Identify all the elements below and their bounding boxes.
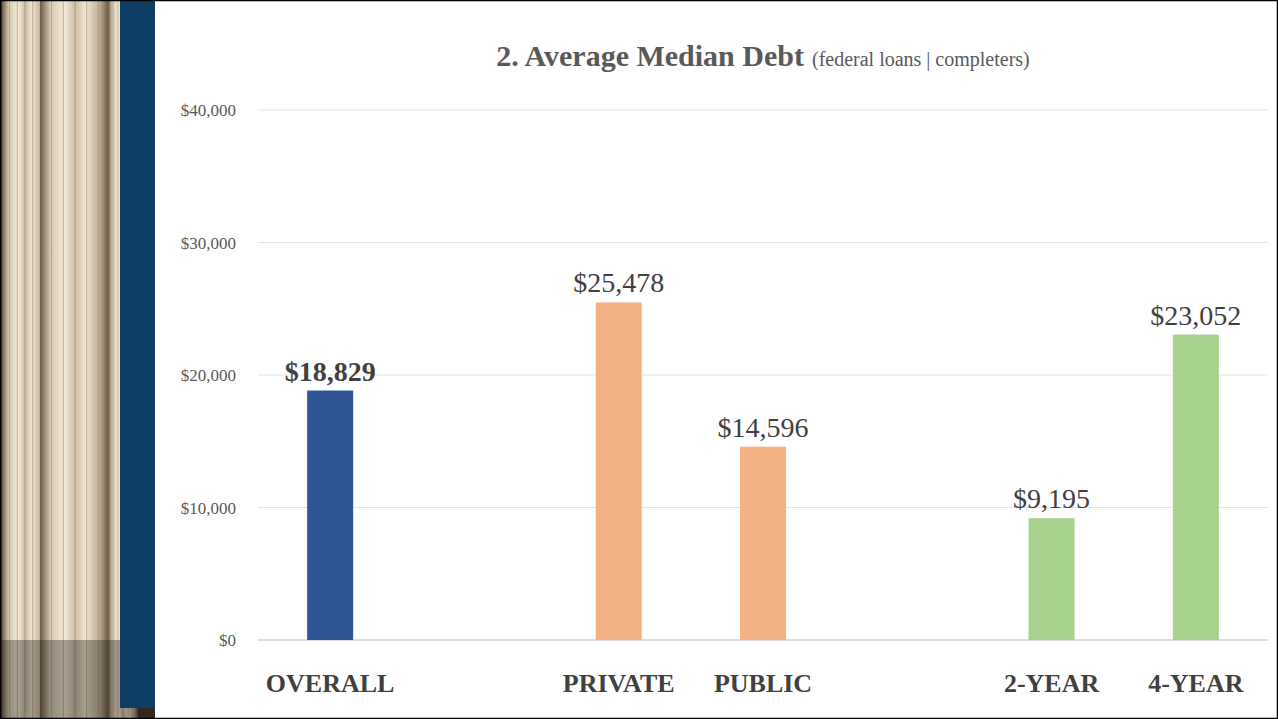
y-tick-label: $10,000 bbox=[181, 499, 236, 518]
decor-flute bbox=[98, 0, 99, 719]
decor-flute bbox=[32, 0, 33, 719]
grid-line bbox=[258, 110, 1268, 111]
x-tick-label: 4-YEAR bbox=[1148, 669, 1244, 698]
title: 2. Average Median Debt (federal loans | c… bbox=[496, 39, 1030, 72]
bar bbox=[1029, 518, 1075, 640]
chart-svg: 2. Average Median Debt (federal loans | c… bbox=[0, 0, 1278, 719]
y-tick-label: $20,000 bbox=[181, 366, 236, 385]
x-tick-label: PRIVATE bbox=[563, 669, 675, 698]
bar bbox=[307, 391, 353, 640]
decor-column bbox=[40, 0, 110, 719]
chart-root: 2. Average Median Debt (federal loans | c… bbox=[0, 0, 1278, 719]
y-tick-label: $30,000 bbox=[181, 234, 236, 253]
x-tick-label: 2-YEAR bbox=[1004, 669, 1100, 698]
data-label: $14,596 bbox=[718, 412, 809, 443]
bar bbox=[596, 302, 642, 640]
x-tick-label: PUBLIC bbox=[714, 669, 812, 698]
data-label: $18,829 bbox=[285, 356, 376, 387]
decor-flute bbox=[113, 0, 114, 719]
title-text: 2. Average Median Debt bbox=[496, 39, 804, 72]
y-tick-label: $0 bbox=[219, 631, 236, 650]
bar bbox=[1173, 335, 1219, 640]
decor-flute bbox=[75, 0, 76, 719]
decor-background bbox=[0, 0, 155, 719]
decor-flute bbox=[63, 0, 64, 719]
decor-flute bbox=[25, 0, 26, 719]
data-label: $9,195 bbox=[1013, 483, 1090, 514]
frame bbox=[1, 1, 1278, 719]
data-label: $25,478 bbox=[573, 267, 664, 298]
decor-flute bbox=[118, 0, 119, 719]
decor-flute bbox=[9, 0, 10, 719]
bars bbox=[307, 302, 1219, 640]
y-tick-label: $40,000 bbox=[181, 101, 236, 120]
decor-flute bbox=[86, 0, 87, 719]
x-tick-label: OVERALL bbox=[266, 669, 395, 698]
grid-line bbox=[258, 375, 1268, 376]
decor-flute bbox=[17, 0, 18, 719]
grid-line bbox=[258, 242, 1268, 243]
subtitle-text: (federal loans | completers) bbox=[812, 48, 1030, 71]
data-label: $23,052 bbox=[1150, 300, 1241, 331]
decor-flute bbox=[51, 0, 52, 719]
decor-band bbox=[120, 0, 155, 708]
bar bbox=[740, 447, 786, 640]
